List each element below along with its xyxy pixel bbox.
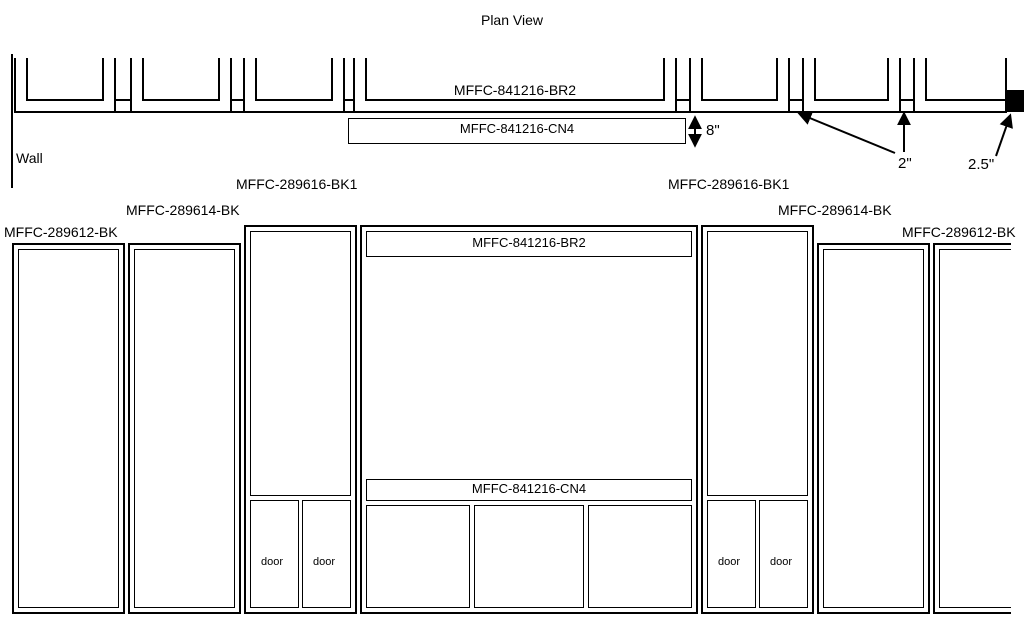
plan-dim-2: 2" (898, 155, 912, 172)
col-tall-left-door-l-label: door (261, 556, 283, 568)
center-panel-3 (588, 505, 692, 608)
elev-bk-left: MFFC-289614-BK (126, 202, 240, 218)
col-tall-right-door-l-label: door (718, 556, 740, 568)
diagram-stage: Plan View (0, 0, 1024, 641)
elev-bk12-left: MFFC-289612-BK (4, 224, 118, 240)
col-tall-right-door-r-label: door (770, 556, 792, 568)
col-tall-right-door-l (707, 500, 756, 608)
elev-bk-right: MFFC-289614-BK (778, 202, 892, 218)
col-tall-right-upper (707, 231, 808, 496)
plan-wall-label: Wall (16, 150, 43, 166)
elev-bk1-left: MFFC-289616-BK1 (236, 176, 357, 192)
elev-bk12-right: MFFC-289612-BK (902, 224, 1016, 240)
diagram-title: Plan View (0, 12, 1024, 28)
col-tall-left-upper (250, 231, 351, 496)
col-left-2-inner (134, 249, 235, 608)
col-right-2-inner (823, 249, 924, 608)
center-br2-label: MFFC-841216-BR2 (366, 235, 692, 250)
col-tall-left-door-l (250, 500, 299, 608)
col-tall-left-door-r-label: door (313, 556, 335, 568)
col-outer-left-inner (18, 249, 119, 608)
plan-br2-label: MFFC-841216-BR2 (360, 82, 670, 98)
center-cn4-label: MFFC-841216-CN4 (366, 481, 692, 496)
plan-cn4-label: MFFC-841216-CN4 (348, 121, 686, 136)
col-tall-left-door-r (302, 500, 351, 608)
plan-dim-8: 8" (706, 122, 720, 139)
center-panel-1 (366, 505, 470, 608)
col-outer-right-inner (939, 249, 1011, 608)
elev-bk1-right: MFFC-289616-BK1 (668, 176, 789, 192)
center-panel-2 (474, 505, 584, 608)
col-tall-right-door-r (759, 500, 808, 608)
plan-dim-25: 2.5" (968, 156, 994, 173)
